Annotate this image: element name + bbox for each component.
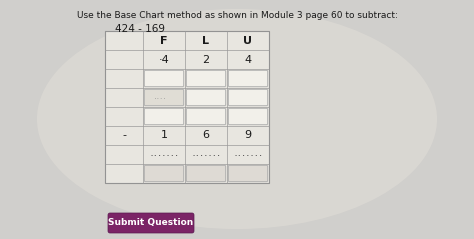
FancyBboxPatch shape <box>228 70 268 87</box>
FancyBboxPatch shape <box>228 165 268 182</box>
Text: .......: ....... <box>191 152 221 158</box>
Text: F: F <box>160 36 168 45</box>
FancyBboxPatch shape <box>144 70 184 87</box>
FancyBboxPatch shape <box>228 108 268 125</box>
Text: 9: 9 <box>245 130 252 141</box>
Text: 2: 2 <box>202 54 210 65</box>
Text: ....: .... <box>154 95 166 100</box>
Text: Submit Question: Submit Question <box>109 218 193 228</box>
FancyBboxPatch shape <box>144 165 184 182</box>
Text: .......: ....... <box>149 152 179 158</box>
Bar <box>105 31 269 183</box>
Text: .......: ....... <box>233 152 263 158</box>
Text: U: U <box>244 36 253 45</box>
Text: 1: 1 <box>161 130 167 141</box>
FancyBboxPatch shape <box>108 213 194 233</box>
Ellipse shape <box>37 9 437 229</box>
FancyBboxPatch shape <box>228 89 268 106</box>
Text: 4: 4 <box>245 54 252 65</box>
FancyBboxPatch shape <box>186 108 226 125</box>
FancyBboxPatch shape <box>144 89 184 106</box>
Text: 424 - 169: 424 - 169 <box>115 24 165 34</box>
Text: 6: 6 <box>202 130 210 141</box>
Text: -: - <box>122 130 126 141</box>
Text: L: L <box>202 36 210 45</box>
FancyBboxPatch shape <box>186 89 226 106</box>
Text: Use the Base Chart method as shown in Module 3 page 60 to subtract:: Use the Base Chart method as shown in Mo… <box>77 11 397 20</box>
FancyBboxPatch shape <box>186 165 226 182</box>
FancyBboxPatch shape <box>144 108 184 125</box>
FancyBboxPatch shape <box>186 70 226 87</box>
Text: ·4: ·4 <box>159 54 169 65</box>
